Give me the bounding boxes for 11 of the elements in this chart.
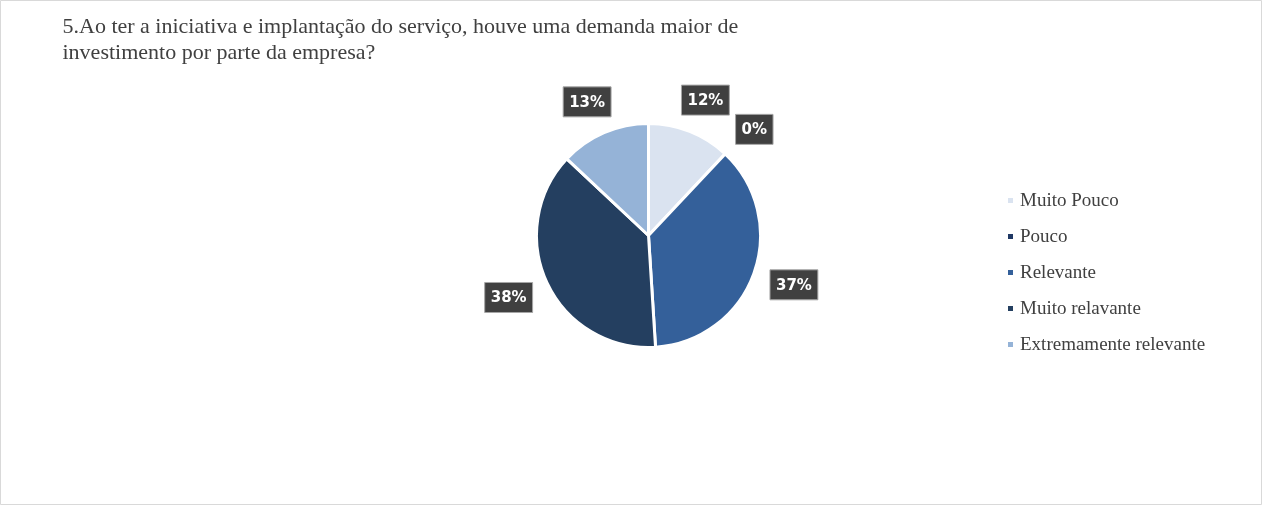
data-label: 12% — [687, 91, 724, 110]
data-label: 13% — [569, 92, 606, 111]
legend-label: Extremamente relevante — [1020, 333, 1206, 355]
data-label: 37% — [775, 275, 812, 294]
legend-label: Muito Pouco — [1020, 189, 1119, 211]
legend-label: Pouco — [1020, 225, 1068, 247]
legend-label: Muito relavante — [1020, 297, 1141, 319]
chart-title: 5.Ao ter a iniciativa e implantação do serviço, houve uma demanda maior de investimento por parte da empresa? — [62, 12, 739, 65]
legend-label: Relevante — [1020, 261, 1096, 283]
text: 0% — [741, 120, 768, 139]
data-label: 38% — [490, 288, 527, 307]
